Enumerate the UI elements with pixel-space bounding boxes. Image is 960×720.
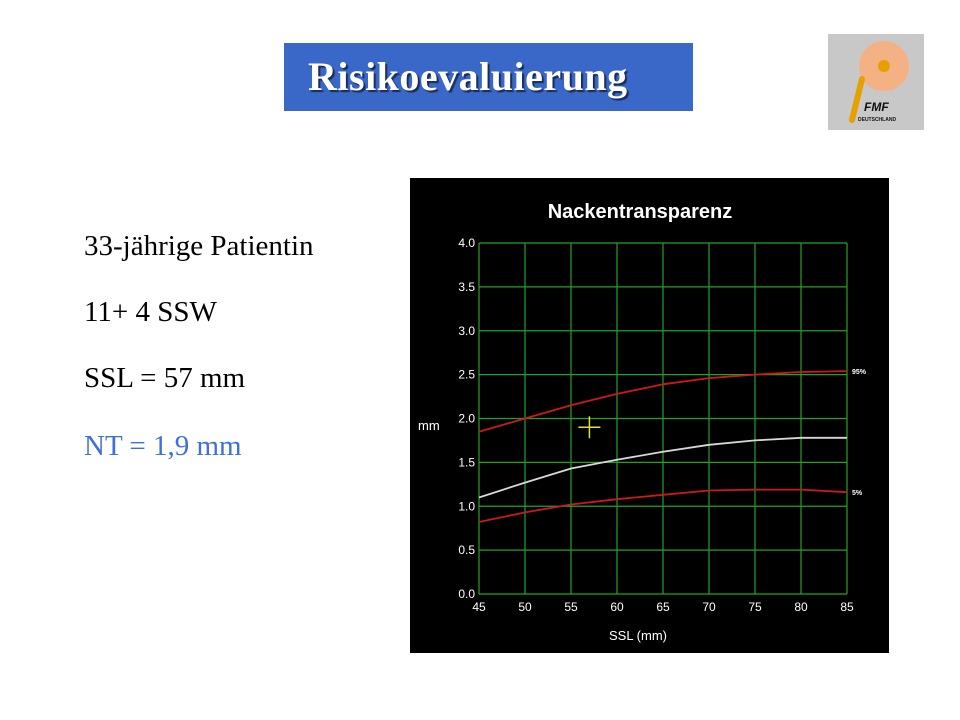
logo-text: FMF bbox=[864, 100, 889, 114]
logo-subtext: DEUTSCHLAND bbox=[858, 117, 896, 123]
y-tick-label: 3.5 bbox=[458, 280, 475, 294]
y-tick-label: 3.0 bbox=[458, 324, 475, 338]
series-label: 5% bbox=[852, 490, 863, 497]
logo-dot bbox=[878, 60, 890, 72]
series-label: 95% bbox=[852, 369, 867, 376]
series-line bbox=[478, 370, 848, 433]
x-tick-label: 65 bbox=[656, 600, 670, 614]
title-banner: Risikoevaluierung bbox=[284, 43, 693, 111]
fmf-logo-graphic: FMF DEUTSCHLAND bbox=[849, 41, 909, 123]
y-tick-label: 4.0 bbox=[458, 236, 475, 250]
x-tick-label: 85 bbox=[840, 600, 854, 614]
fmf-logo: FMF DEUTSCHLAND bbox=[828, 34, 924, 130]
nt-chart: Nackentransparenz SSL (mm) mm 45 50 55 60 65… bbox=[410, 178, 889, 653]
chart-title: Nackentransparenz bbox=[548, 201, 733, 223]
x-tick-label: 80 bbox=[794, 600, 808, 614]
x-tick-label: 75 bbox=[748, 600, 762, 614]
y-tick-label: 0.0 bbox=[458, 587, 475, 601]
x-tick-label: 45 bbox=[472, 600, 486, 614]
series-line bbox=[478, 488, 848, 523]
x-tick-label: 55 bbox=[564, 600, 578, 614]
y-tick-label: 1.5 bbox=[458, 455, 475, 469]
nt-chart-svg: Nackentransparenz SSL (mm) mm 45 50 55 60 65… bbox=[418, 201, 867, 643]
y-tick-label: 2.0 bbox=[458, 412, 475, 426]
y-tick-label: 1.0 bbox=[458, 499, 475, 513]
x-tick-label: 50 bbox=[518, 600, 532, 614]
logo-stroke bbox=[849, 76, 865, 123]
x-axis-label: SSL (mm) bbox=[609, 628, 667, 643]
series-line bbox=[478, 436, 847, 499]
y-tick-label: 0.5 bbox=[458, 543, 475, 557]
gestational-age: 11+ 4 SSW bbox=[84, 296, 217, 328]
y-axis-label: mm bbox=[418, 418, 440, 433]
slide-title: Risikoevaluierung bbox=[308, 54, 628, 99]
x-tick-label: 70 bbox=[702, 600, 716, 614]
nuchal-translucency-value: NT = 1,9 mm bbox=[84, 430, 242, 462]
crown-rump-length: SSL = 57 mm bbox=[84, 362, 246, 394]
x-tick-label: 60 bbox=[610, 600, 624, 614]
y-tick-label: 2.5 bbox=[458, 368, 475, 382]
patient-age: 33-jährige Patientin bbox=[84, 230, 314, 262]
